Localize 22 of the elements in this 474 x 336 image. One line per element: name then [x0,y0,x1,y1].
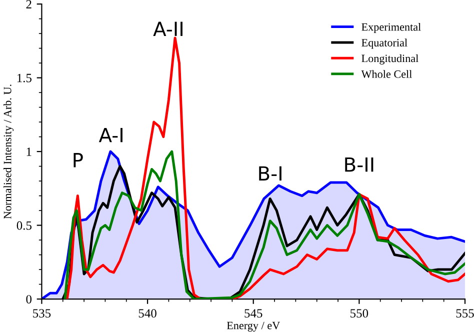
y-tick-label: 2 [26,0,32,8]
annotation: B-II [345,157,374,172]
x-tick-label: 545 [244,309,262,318]
annotation: A-I [98,128,122,142]
x-tick-label: 540 [138,309,156,318]
legend-label: Longitudinal [362,54,418,64]
y-axis-title: Normalised Intensity / Arb. U. [3,84,14,219]
x-tick-label: 555 [456,309,474,318]
annotation: B-I [259,166,282,180]
annotation: P [74,153,83,168]
y-tick-label: 1 [26,148,32,156]
y-tick-label: 1.5 [17,74,32,82]
x-tick-label: 550 [350,309,368,318]
y-tick-label: 0.5 [16,221,32,230]
line-series [66,36,465,300]
x-tick-label: 535 [33,309,51,318]
legend-label: Whole Cell [361,70,412,78]
x-axis-title: Energy / eV [226,322,280,332]
annotation: A-II [153,22,182,36]
y-tick-label: 0 [26,295,32,304]
legend-label: Experimental [362,22,421,34]
legend-label: Equatorial [362,38,408,49]
